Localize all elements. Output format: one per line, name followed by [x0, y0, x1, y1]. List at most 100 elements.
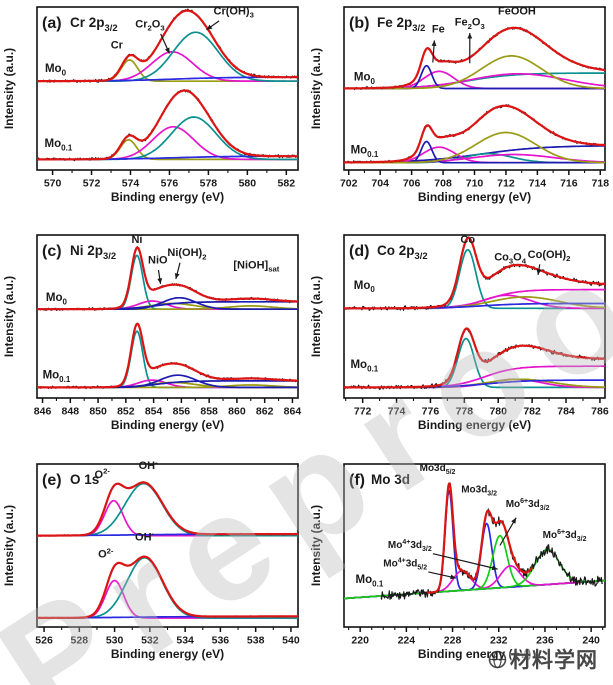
- y-axis-label: Intensity (a.u.): [2, 276, 16, 357]
- envelope-curve: [36, 89, 299, 161]
- panel-title: Fe 2p3/2: [377, 15, 425, 33]
- x-tick-label: 232: [490, 635, 508, 647]
- sample-label: Mo0: [46, 292, 68, 306]
- annotation-arrowhead: [206, 24, 213, 30]
- sample-label: Mo0.1: [43, 369, 71, 383]
- peak-annotation: Fe2O3: [455, 17, 485, 31]
- panel-fe2p: 702 704 706 708 710 712 714 716 718 Binding energ…: [307, 0, 613, 233]
- envelope-curve: [426, 482, 534, 594]
- x-tick-label: 236: [536, 635, 554, 647]
- peak-annotation: Fe: [432, 23, 445, 35]
- panel-ni2p: 846 848 850 852 854 856 858 860 862 864 Binding en…: [0, 228, 306, 461]
- annotation-arrowhead: [536, 269, 542, 275]
- x-tick-label: 848: [62, 406, 80, 418]
- panel-o1s: 526 528 530 532 534 536 538 540 Binding energy (…: [0, 457, 306, 685]
- x-tick-label: 540: [282, 635, 300, 647]
- x-tick-label: 718: [592, 178, 610, 190]
- annotation-arrowhead: [467, 33, 473, 39]
- panel-letter: (f): [349, 472, 365, 489]
- x-tick-label: 706: [403, 178, 421, 190]
- y-axis-label: Intensity (a.u.): [309, 505, 323, 586]
- x-tick-label: 702: [340, 178, 358, 190]
- x-tick-label: 578: [200, 178, 218, 190]
- x-tick-label: 772: [354, 406, 372, 418]
- panel-title: Co 2p3/2: [377, 243, 428, 261]
- panel-co2p: 772 774 776 778 780 782 784 786 Binding energy (…: [307, 228, 613, 461]
- panel-title: Mo 3d: [371, 472, 410, 487]
- peak-annotation: Co(OH)2: [528, 249, 571, 263]
- panel-letter: (d): [349, 243, 369, 260]
- axes: [343, 463, 606, 632]
- x-tick-label: 780: [489, 406, 507, 418]
- x-tick-label: 714: [529, 178, 547, 190]
- spectra-curves: [343, 482, 606, 600]
- sample-label: Mo0.1: [45, 138, 73, 152]
- peak-annotation: O2-: [98, 546, 114, 560]
- panel-co2p-chart: 772 774 776 778 780 782 784 786 Binding energy (…: [309, 234, 609, 432]
- spectra-curves: [36, 481, 299, 619]
- axes: [343, 6, 606, 175]
- x-tick-label: 846: [34, 406, 52, 418]
- panel-title: Cr 2p3/2: [70, 15, 118, 33]
- x-tick-label: 528: [71, 635, 89, 647]
- panel-cr2p: 570 572 574 576 578 580 582 Binding energy (eV)…: [0, 0, 306, 233]
- x-tick-label: 852: [117, 406, 135, 418]
- x-tick-label: 582: [278, 178, 296, 190]
- panel-mo3d: 220 224 228 232 236 240 Binding energy (eV) Int…: [307, 457, 613, 685]
- x-tick-label: 570: [44, 178, 62, 190]
- annotation-arrowhead: [511, 517, 517, 524]
- x-tick-label: 526: [35, 635, 53, 647]
- spectra-curves: [36, 8, 299, 162]
- labels: 772 774 776 778 780 782 784 786 Binding energy (…: [309, 234, 609, 432]
- panel-ni2p-chart: 846 848 850 852 854 856 858 860 862 864 Binding en…: [2, 234, 301, 432]
- sample-label: Mo0.1: [356, 574, 384, 588]
- x-tick-label: 786: [591, 406, 609, 418]
- spectra-curves: [343, 26, 606, 164]
- panel-letter: (e): [42, 472, 62, 489]
- x-tick-label: 538: [247, 635, 265, 647]
- y-axis-label: Intensity (a.u.): [2, 48, 16, 129]
- panel-title: Ni 2p3/2: [70, 243, 116, 261]
- annotation-arrowhead: [157, 278, 163, 284]
- peak-annotation: O2-: [95, 466, 111, 480]
- annotation-arrowhead: [174, 273, 180, 280]
- envelope-curve: [36, 9, 299, 83]
- peak-annotation: NiO: [148, 255, 168, 267]
- x-tick-label: 534: [176, 635, 194, 647]
- x-tick-label: 530: [106, 635, 124, 647]
- x-tick-label: 240: [582, 635, 600, 647]
- peak-annotation: Co: [460, 234, 475, 246]
- x-tick-label: 574: [122, 178, 140, 190]
- panel-cr2p-chart: 570 572 574 576 578 580 582 Binding energy (eV)…: [2, 5, 299, 204]
- x-tick-label: 710: [466, 178, 484, 190]
- peak-annotation: Mo6+3d3/2: [543, 529, 587, 543]
- sample-label: Mo0: [354, 280, 376, 294]
- annotation-arrowhead: [164, 47, 170, 54]
- x-tick-label: 704: [371, 178, 389, 190]
- x-tick-label: 862: [256, 406, 274, 418]
- annotation-arrowhead: [491, 565, 498, 571]
- x-axis-label: Binding energy (eV): [418, 647, 531, 661]
- y-axis-label: Intensity (a.u.): [309, 276, 323, 357]
- x-tick-label: 860: [228, 406, 246, 418]
- y-axis-label: Intensity (a.u.): [309, 48, 323, 129]
- peak-annotation: [NiOH]sat: [233, 259, 279, 273]
- annotation-arrowhead: [431, 40, 437, 47]
- labels: 570 572 574 576 578 580 582 Binding energy (eV)…: [2, 5, 295, 204]
- x-tick-label: 536: [212, 635, 230, 647]
- x-tick-label: 532: [141, 635, 159, 647]
- peak-annotation: Mo3d5/2: [420, 463, 456, 476]
- labels: 702 704 706 708 710 712 714 716 718 Binding energ…: [309, 5, 609, 204]
- x-tick-label: 784: [557, 406, 575, 418]
- x-tick-label: 580: [239, 178, 257, 190]
- x-axis-label: Binding energy (eV): [111, 418, 224, 432]
- panel-o1s-chart: 526 528 530 532 534 536 538 540 Binding energy (…: [2, 458, 300, 661]
- annotation-arrow: [432, 553, 498, 570]
- envelope-curve: [36, 246, 299, 311]
- sample-label: Mo0.1: [351, 145, 379, 159]
- peak-annotation: Cr2O3: [135, 18, 164, 32]
- envelope-curve: [36, 555, 299, 619]
- x-tick-label: 782: [523, 406, 541, 418]
- panel-title: O 1s: [70, 472, 99, 487]
- x-axis-label: Binding energy (eV): [111, 190, 224, 204]
